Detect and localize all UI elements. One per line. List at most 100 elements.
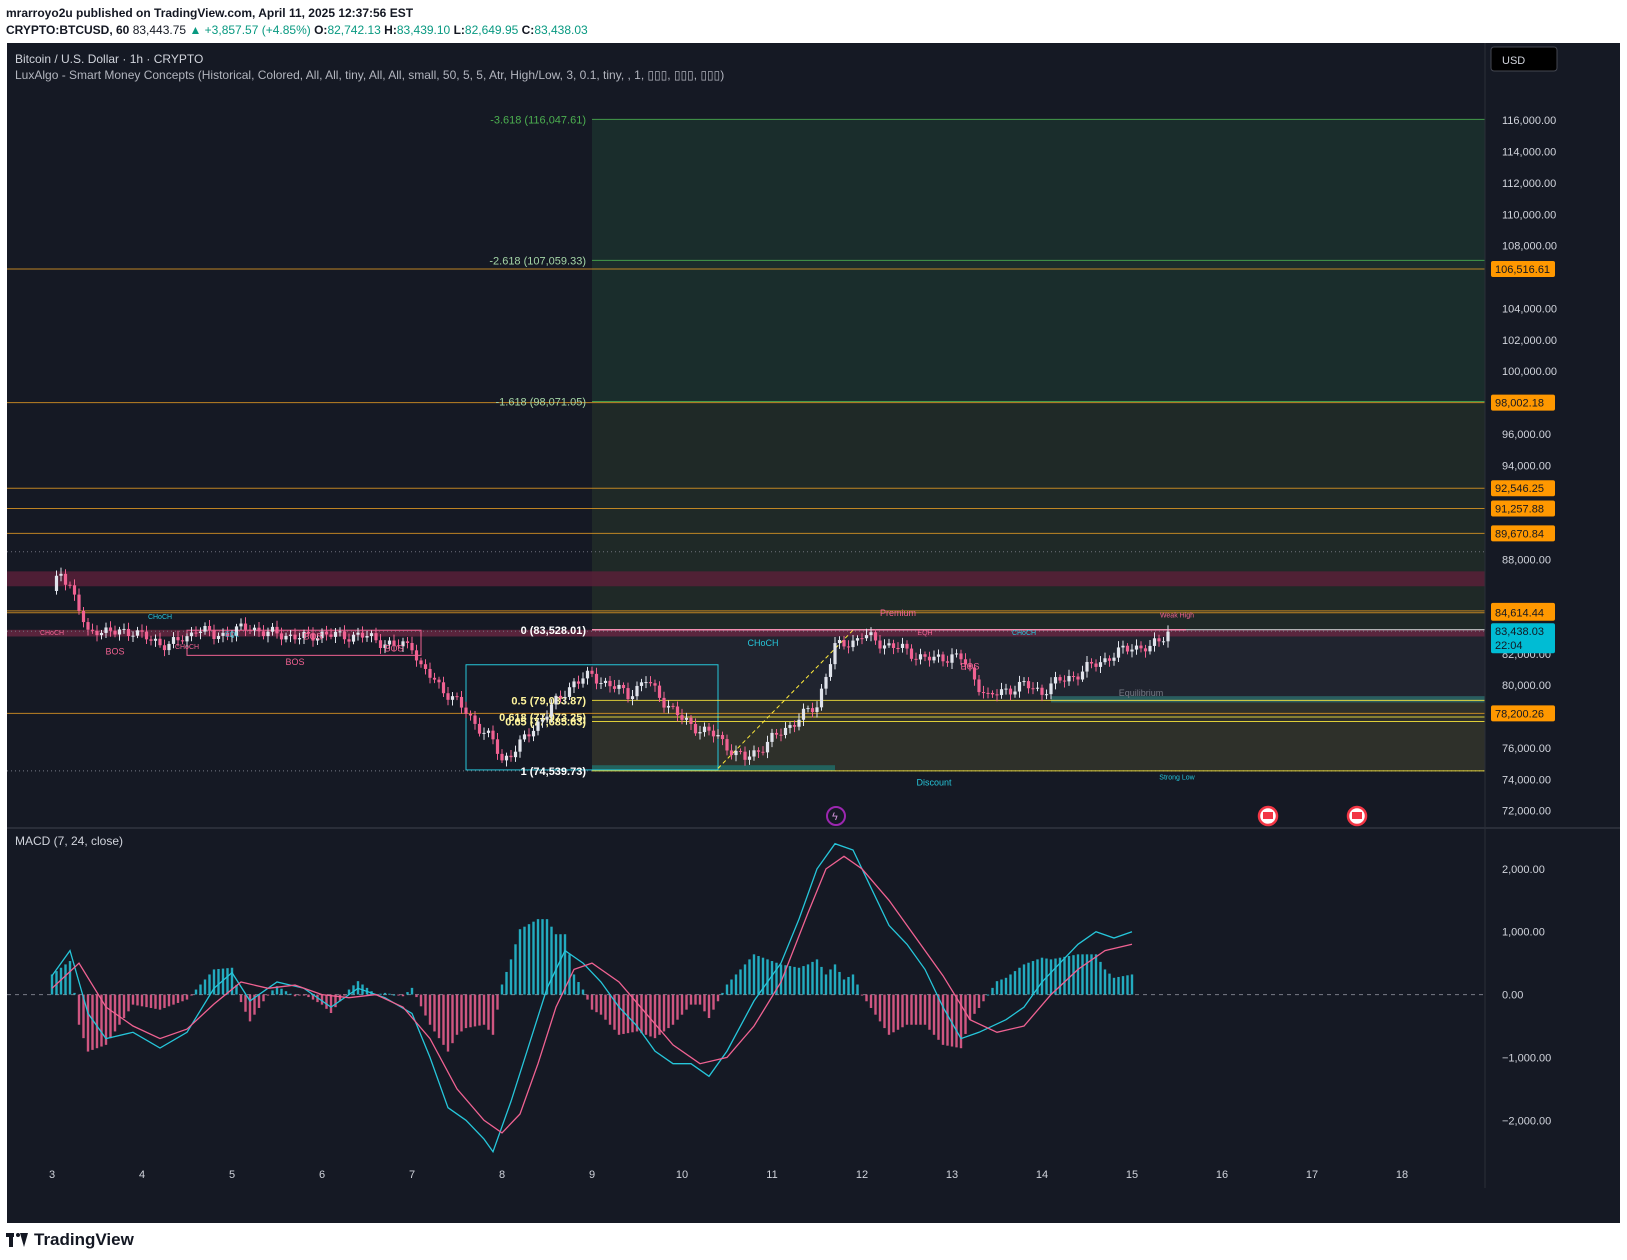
histogram-bar-negative [698,994,702,1005]
histogram-bar-positive [1126,975,1129,995]
histogram-bar-negative [937,994,940,1040]
candle-up [1121,645,1125,648]
brand-label: TradingView [34,1230,134,1249]
candle-up [824,676,828,689]
candle-down [990,692,995,695]
histogram-bar-negative [433,994,436,1032]
histogram-bar-negative [928,994,931,1030]
histogram-bar-positive [1130,974,1134,995]
candle-up [639,682,644,686]
candle-up [819,688,824,708]
chart-canvas[interactable]: -3.618 (116,047.61) -2.618 (107,059.33) -1… [7,43,1620,1223]
candle-down [248,629,252,631]
candle-down [729,750,734,756]
candle-down [347,639,351,642]
structure-label: Equilibrium [1119,688,1164,698]
candle-up [270,626,275,632]
candle-down [77,594,81,611]
histogram-bar-negative [298,994,301,996]
histogram-bar-positive [1085,954,1089,995]
candle-down [860,638,864,640]
histogram-bar-positive [50,974,54,995]
histogram-bar-negative [469,994,472,1028]
histogram-bar-negative [590,994,594,1010]
structure-label: Strong Low [1159,774,1195,781]
histogram-bar-positive [581,989,585,995]
event-icon-us-1[interactable] [1257,805,1279,827]
histogram-bar-positive [352,985,355,995]
structure-label: EQH [917,630,932,637]
candle-down [923,654,927,657]
histogram-bar-negative [689,994,693,1005]
histogram-bar-positive [1099,961,1102,995]
candle-up [828,664,833,677]
histogram-bar-negative [892,994,895,1033]
histogram-bar-positive [194,989,198,995]
histogram-bar-negative [694,994,697,1005]
histogram-bar-negative [712,994,715,1010]
histogram-bar-positive [500,984,504,995]
candle-up [284,635,288,640]
candle-up [563,696,567,699]
price-tick-label: 112,000.00 [1502,178,1556,190]
lightning-icon: ϟ [832,811,838,823]
high-value: 83,439.10 [396,23,451,37]
us-flag-icon [1352,812,1362,819]
histogram-bar-negative [869,994,873,1008]
candle-up [99,632,104,636]
time-tick-label: 18 [1396,1169,1408,1181]
candle-down [1125,645,1130,652]
candle-down [63,573,68,585]
histogram-bar-positive [230,967,234,995]
structure-label: Premium [880,608,916,618]
histogram-bar-positive [833,964,837,995]
candle-up [869,632,873,636]
time-tick-label: 13 [946,1169,958,1181]
histogram-bar-positive [761,957,765,995]
candle-down [621,684,626,689]
candle-down [779,734,783,736]
histogram-bar-positive [1022,964,1026,995]
candle-down [1089,661,1094,664]
candle-up [297,638,302,640]
histogram-bar-positive [815,959,819,995]
price-badge-label: 106,516.61 [1495,264,1550,276]
histogram-bar-negative [397,994,400,996]
candle-down [477,723,482,734]
histogram-bar-negative [338,994,342,1002]
histogram-bar-negative [266,994,270,996]
candle-down [162,645,167,651]
histogram-bar-positive [572,974,576,995]
histogram-bar-positive [847,976,850,995]
tradingview-brand[interactable]: TradingView [6,1230,134,1250]
price-tick-label: 72,000.00 [1502,806,1551,818]
histogram-bar-positive [388,993,391,995]
histogram-bar-negative [86,994,90,1052]
candle-up [567,687,572,697]
candle-up [882,645,887,649]
candle-down [693,723,698,734]
change-arrow-icon: ▲ [189,23,202,37]
candle-up [603,680,608,684]
histogram-bar-positive [55,971,58,995]
candle-down [468,713,473,716]
candle-down [311,633,315,641]
histogram-bar-positive [1072,955,1075,995]
candle-down [108,627,113,631]
candle-up [1134,645,1139,650]
event-icon-lightning[interactable]: ϟ [826,806,846,826]
candle-up [239,623,243,627]
candle-up [171,637,176,644]
histogram-bar-negative [446,994,450,1052]
event-icon-us-2[interactable] [1346,805,1368,827]
candle-down [963,659,968,665]
fib-level-label: 0.5 (79,033.87) [511,695,586,707]
histogram-bar-negative [401,994,405,997]
histogram-bar-positive [550,926,553,995]
candle-up [333,631,338,637]
candle-down [756,750,761,752]
candle-up [918,654,923,660]
equilibrium-zone [1051,696,1485,703]
candle-down [558,695,563,699]
currency-button[interactable]: USD [1490,46,1558,72]
